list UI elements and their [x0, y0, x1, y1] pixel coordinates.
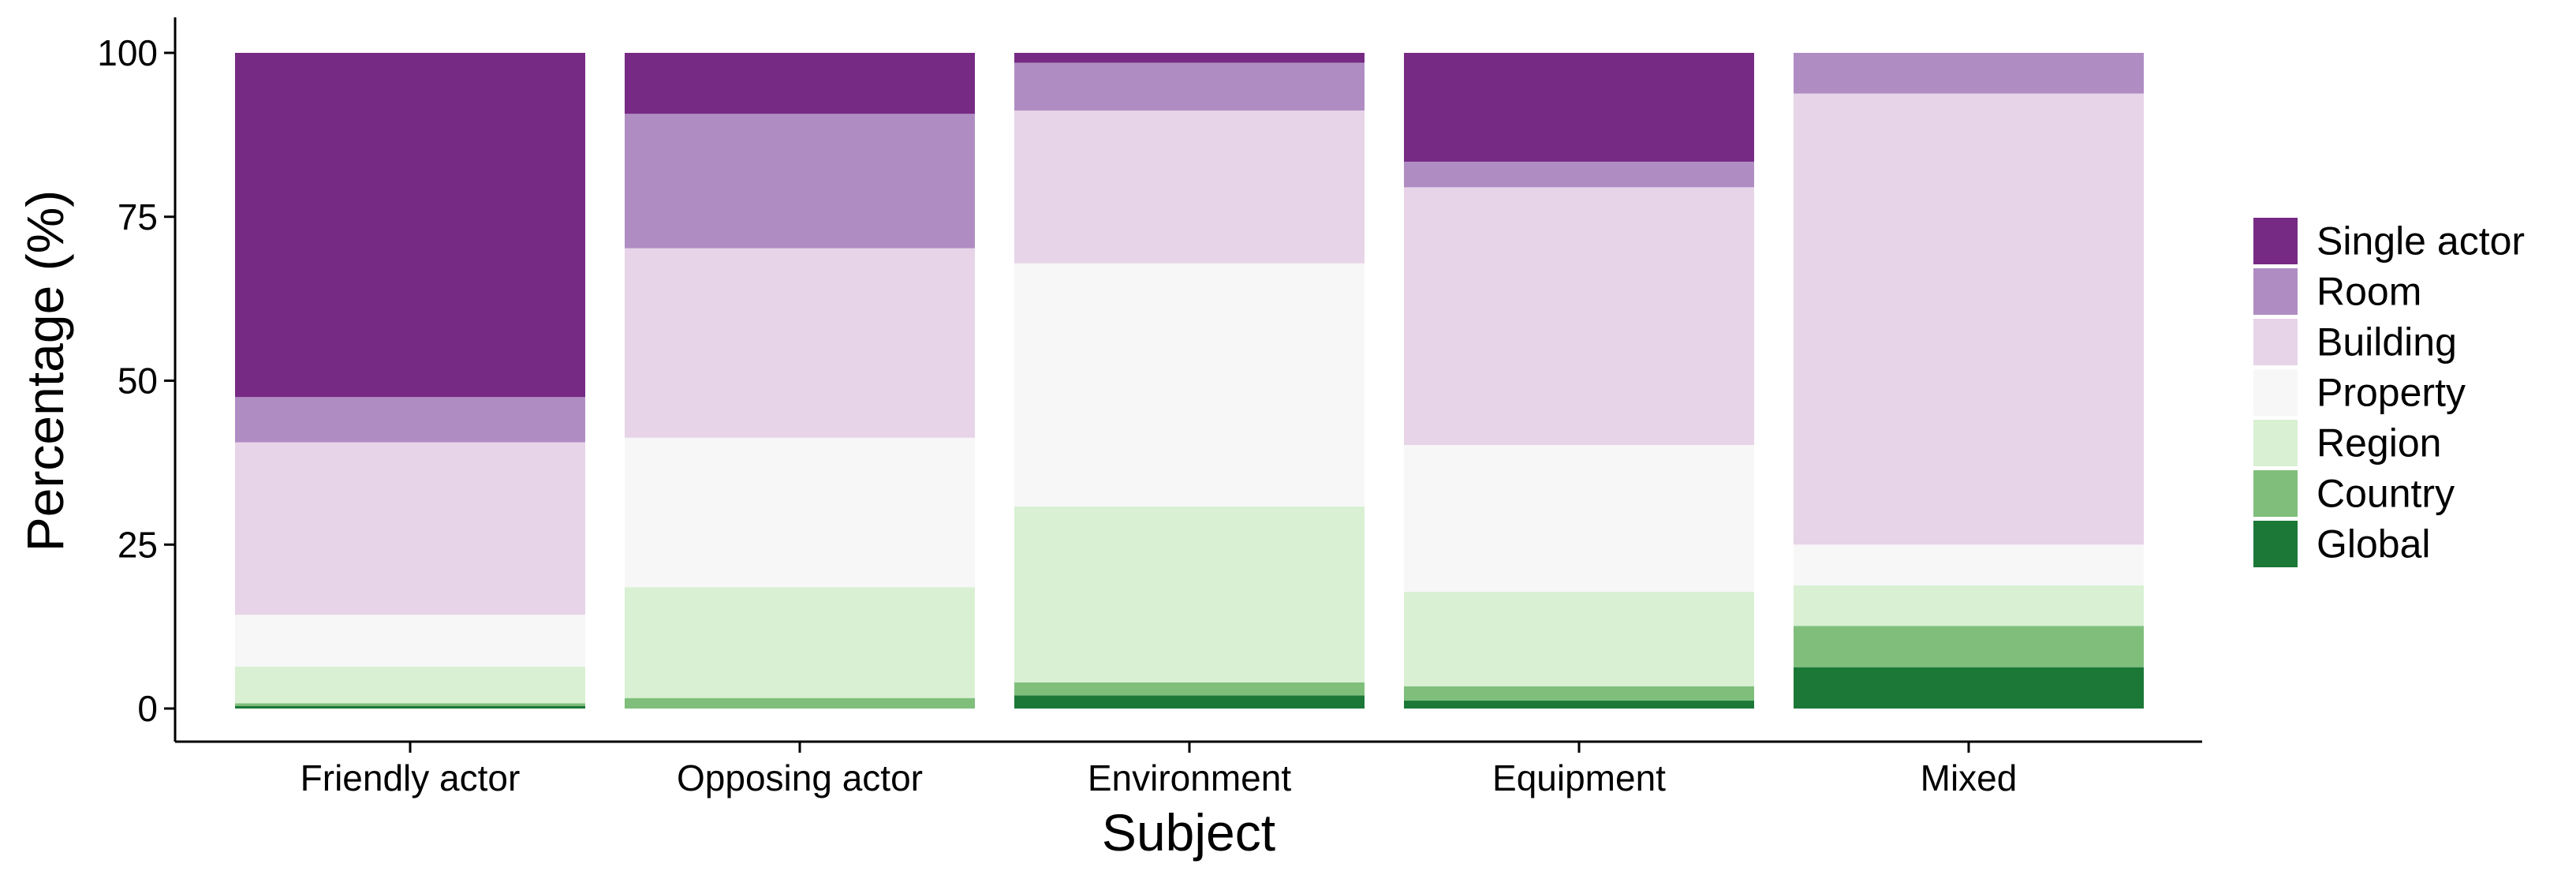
y-axis-title: Percentage (%): [16, 190, 74, 552]
bar-segment-friendly-actor-region: [235, 666, 585, 704]
legend-key-property: [2253, 369, 2298, 416]
x-tick-label: Equipment: [1492, 757, 1666, 798]
bar-segment-mixed-room: [1794, 53, 2144, 94]
bar-segment-environment-region: [1014, 507, 1365, 682]
bar-segment-mixed-country: [1794, 626, 2144, 667]
bar-segment-mixed-region: [1794, 585, 2144, 626]
x-tick-label: Friendly actor: [301, 757, 521, 798]
legend-key-building: [2253, 319, 2298, 365]
legend-key-region: [2253, 420, 2298, 466]
y-ticks: 0 25 50 75 100: [97, 32, 175, 729]
bar-segment-environment-building: [1014, 110, 1365, 264]
y-tick-label: 75: [118, 196, 158, 237]
bars-layer: [235, 53, 2144, 709]
bar-segment-opposing-actor-room: [625, 114, 975, 249]
x-ticks: Friendly actor Opposing actor Environment E…: [301, 742, 2018, 798]
legend-key-country: [2253, 470, 2298, 517]
bar-segment-environment-property: [1014, 263, 1365, 507]
legend-key-global: [2253, 521, 2298, 567]
bar-segment-environment-single-actor: [1014, 53, 1365, 63]
bar-segment-opposing-actor-region: [625, 587, 975, 698]
legend-label-single-actor: Single actor: [2317, 219, 2525, 264]
legend-label-building: Building: [2317, 320, 2457, 365]
y-tick-label: 100: [97, 32, 158, 73]
bar-segment-opposing-actor-building: [625, 248, 975, 438]
bar-segment-equipment-building: [1404, 187, 1754, 445]
y-tick-label: 50: [118, 361, 158, 402]
legend-label-property: Property: [2317, 371, 2466, 415]
bar-segment-mixed-property: [1794, 544, 2144, 585]
bar-segment-environment-room: [1014, 62, 1365, 111]
bar-segment-equipment-region: [1404, 592, 1754, 686]
x-tick-label: Environment: [1088, 757, 1291, 798]
legend-label-country: Country: [2317, 472, 2455, 516]
legend-label-room: Room: [2317, 270, 2421, 314]
y-tick-label: 25: [118, 524, 158, 565]
bar-segment-friendly-actor-global: [235, 705, 585, 709]
x-axis-title: Subject: [1102, 803, 1275, 862]
legend-key-room: [2253, 268, 2298, 315]
bar-segment-friendly-actor-property: [235, 615, 585, 667]
bar-segment-friendly-actor-country: [235, 703, 585, 706]
bar-segment-environment-country: [1014, 682, 1365, 696]
bar-segment-opposing-actor-single-actor: [625, 53, 975, 114]
bar-segment-friendly-actor-building: [235, 442, 585, 615]
legend-label-global: Global: [2317, 522, 2431, 567]
legend-key-single-actor: [2253, 218, 2298, 264]
x-tick-label: Mixed: [1921, 757, 2018, 798]
bar-segment-friendly-actor-room: [235, 397, 585, 443]
bar-segment-environment-global: [1014, 695, 1365, 709]
bar-segment-mixed-building: [1794, 93, 2144, 545]
bar-segment-equipment-global: [1404, 701, 1754, 709]
bar-segment-equipment-property: [1404, 444, 1754, 593]
bar-segment-equipment-single-actor: [1404, 53, 1754, 162]
legend: Single actor Room Building Property Region Co…: [2253, 218, 2525, 567]
bar-segment-mixed-global: [1794, 667, 2144, 709]
bar-segment-equipment-country: [1404, 686, 1754, 701]
bar-segment-opposing-actor-country: [625, 697, 975, 709]
x-tick-label: Opposing actor: [677, 757, 923, 798]
bar-segment-opposing-actor-property: [625, 437, 975, 588]
legend-label-region: Region: [2317, 421, 2441, 466]
bar-segment-equipment-room: [1404, 161, 1754, 188]
bar-segment-friendly-actor-single-actor: [235, 53, 585, 398]
y-tick-label: 0: [137, 688, 158, 729]
